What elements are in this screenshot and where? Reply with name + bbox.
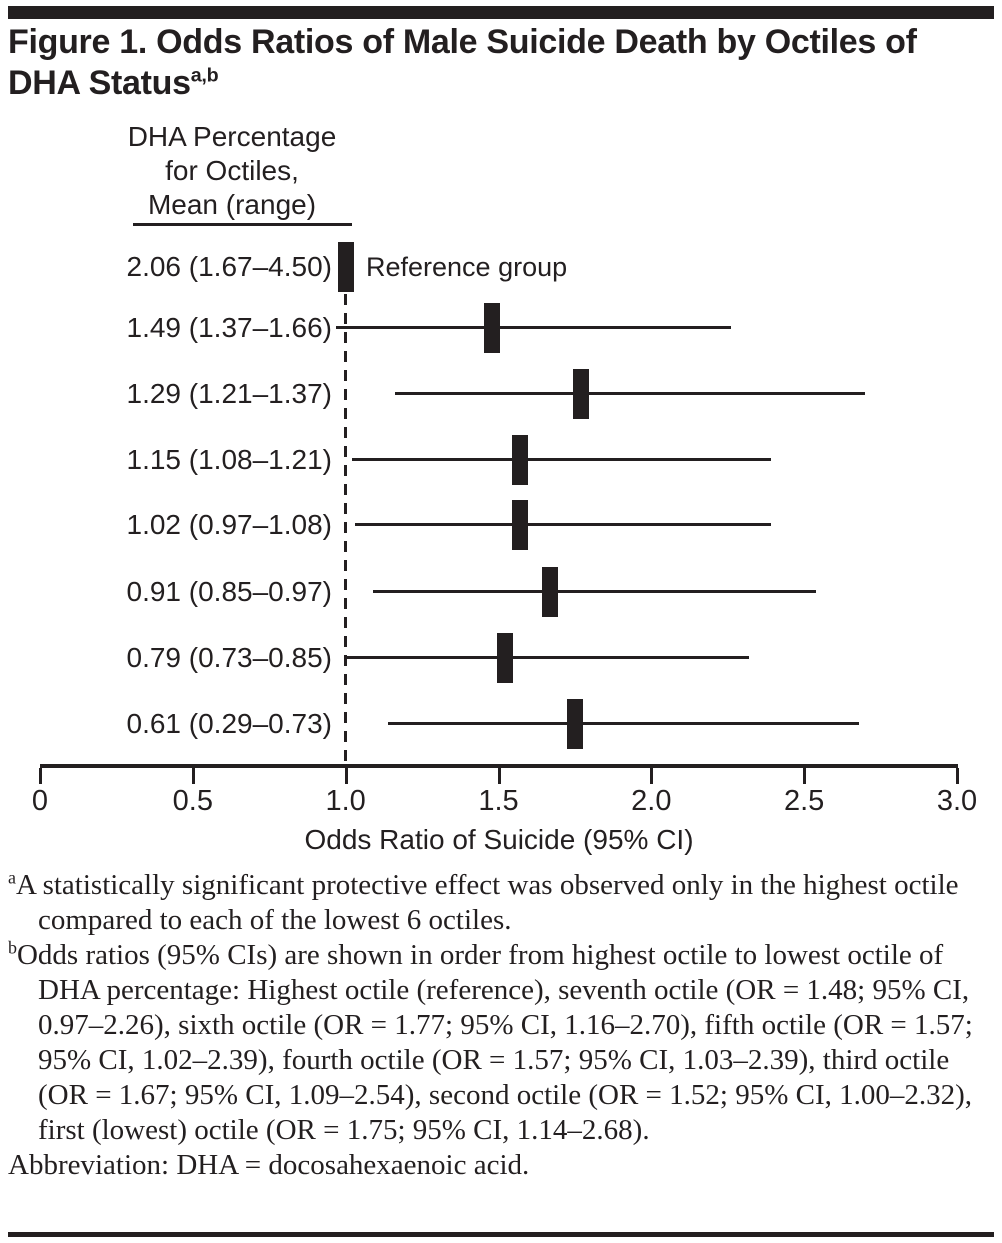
- x-tick-label: 3.0: [936, 785, 978, 817]
- x-tick: [956, 768, 959, 784]
- x-tick-label: 1.5: [478, 785, 519, 817]
- or-marker: [337, 242, 354, 292]
- row-label: 2.06 (1.67–4.50): [126, 251, 333, 282]
- column-header-line3: Mean (range): [147, 189, 317, 220]
- x-axis-line: [40, 764, 958, 768]
- column-header-line1: DHA Percentage: [127, 121, 337, 152]
- row-label: 1.49 (1.37–1.66): [126, 312, 333, 343]
- top-rule: [8, 6, 994, 19]
- footnote-b-text: Odds ratios (95% CIs) are shown in order…: [16, 939, 973, 1146]
- figure-title: Figure 1. Odds Ratios of Male Suicide De…: [8, 22, 994, 104]
- or-marker: [484, 303, 501, 353]
- x-tick-label: 2.5: [783, 785, 825, 817]
- or-marker: [566, 699, 583, 749]
- ci-line: [336, 326, 731, 329]
- x-tick-label: 0: [31, 785, 49, 817]
- figure-title-superscript: a,b: [190, 64, 219, 87]
- bottom-rule: [8, 1232, 994, 1237]
- footnote-b: bOdds ratios (95% CIs) are shown in orde…: [8, 938, 986, 1148]
- footnote-a-marker: a: [8, 867, 16, 888]
- row-label: 0.79 (0.73–0.85): [126, 642, 333, 673]
- footnotes: aA statistically significant protective …: [8, 868, 986, 1183]
- figure-title-line1: Figure 1. Odds Ratios of Male Suicide De…: [8, 23, 917, 61]
- or-marker: [496, 633, 513, 683]
- x-tick-label: 0.5: [172, 785, 213, 817]
- ci-line: [351, 458, 771, 461]
- column-header-line2: for Octiles,: [165, 155, 299, 186]
- x-tick-label: 2.0: [631, 785, 672, 817]
- ci-line: [394, 392, 866, 395]
- x-axis-title: Odds Ratio of Suicide (95% CI): [304, 824, 694, 855]
- x-tick: [191, 768, 195, 784]
- row-label: 0.91 (0.85–0.97): [126, 576, 333, 607]
- reference-dashed-line: [344, 294, 347, 764]
- or-marker: [511, 435, 528, 485]
- x-tick: [39, 768, 42, 784]
- row-label: 1.29 (1.21–1.37): [126, 378, 333, 409]
- or-marker: [573, 369, 590, 419]
- footnote-a-text: A statistically significant protective e…: [15, 869, 959, 936]
- row-label: 1.15 (1.08–1.21): [126, 444, 333, 475]
- forest-plot: DHA Percentage for Octiles, Mean (range)…: [31, 120, 978, 855]
- or-marker: [542, 567, 559, 617]
- figure-title-line2: DHA Status: [8, 64, 191, 102]
- or-marker: [511, 500, 528, 550]
- row-label: 0.61 (0.29–0.73): [126, 708, 333, 739]
- column-header: DHA Percentage for Octiles, Mean (range): [107, 120, 357, 222]
- ci-line: [354, 523, 771, 526]
- x-tick: [803, 768, 807, 784]
- ci-line: [345, 656, 750, 659]
- footnote-b-marker: b: [8, 937, 17, 958]
- x-tick-label: 1.0: [325, 785, 366, 817]
- x-tick: [650, 768, 654, 784]
- abbreviation-line: Abbreviation: DHA = docosahexaenoic acid…: [8, 1149, 530, 1181]
- footnote-a: aA statistically significant protective …: [8, 868, 986, 938]
- ci-line: [388, 722, 860, 725]
- reference-group-label: Reference group: [366, 252, 568, 282]
- x-tick: [344, 768, 348, 784]
- column-header-underline: [133, 223, 352, 226]
- ci-line: [373, 590, 817, 593]
- row-label: 1.02 (0.97–1.08): [126, 509, 333, 540]
- x-tick: [497, 768, 501, 784]
